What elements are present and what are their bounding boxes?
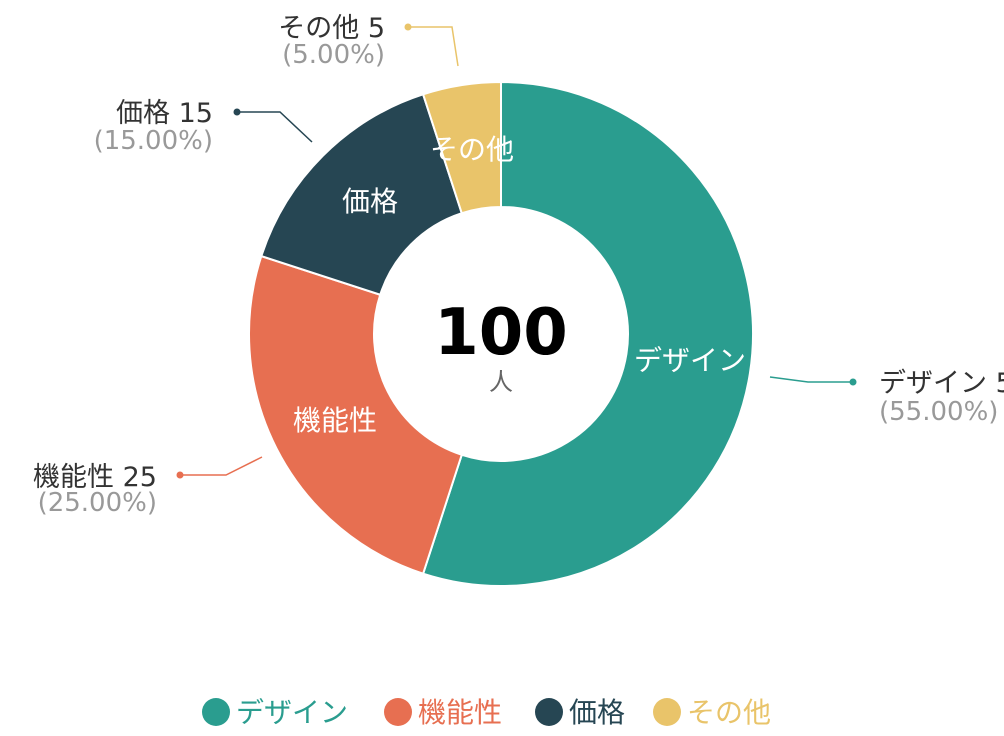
slice-1: [248, 254, 464, 575]
legend-label-2[interactable]: 価格: [569, 696, 625, 729]
center-group: 100 人: [434, 296, 568, 396]
external-labels-group: デザイン 55(55.00%) 機能性 25(25.00%) 価格 15(15.00…: [33, 13, 1004, 518]
legend-marker-1: [384, 698, 412, 726]
legend-marker-0: [202, 698, 230, 726]
external-percent-2: (15.00%): [94, 126, 213, 156]
slice-0: [421, 80, 755, 587]
external-label-3: その他 5: [278, 13, 385, 44]
legend: デザイン 機能性 価格 その他: [202, 696, 771, 729]
legend-label-3[interactable]: その他: [687, 696, 771, 729]
leader-dot-2: [233, 108, 241, 116]
legend-marker-2: [535, 698, 563, 726]
slices-group: [248, 80, 755, 587]
leader-line-1: [180, 456, 263, 476]
slice-label-3: その他: [430, 133, 514, 166]
center-total: 100: [434, 296, 568, 370]
legend-marker-3: [653, 698, 681, 726]
external-percent-0: (55.00%): [879, 397, 998, 427]
slice-label-1: 機能性: [293, 404, 377, 437]
leader-line-2: [237, 111, 313, 143]
legend-label-1[interactable]: 機能性: [418, 696, 502, 729]
slice-3: [421, 80, 502, 215]
slice-2: [260, 93, 464, 297]
external-label-2: 価格 15: [116, 98, 213, 129]
center-unit: 人: [489, 368, 513, 396]
legend-label-0[interactable]: デザイン: [236, 696, 348, 729]
leader-line-0: [769, 376, 853, 383]
leader-dot-0: [849, 378, 857, 386]
slice-label-2: 価格: [342, 185, 398, 218]
external-label-1: 機能性 25: [33, 462, 157, 493]
external-percent-3: (5.00%): [282, 40, 385, 70]
external-label-0: デザイン 55: [879, 368, 1004, 399]
external-percent-1: (25.00%): [38, 488, 157, 518]
leader-dot-1: [176, 471, 184, 479]
leader-line-3: [408, 26, 459, 67]
leader-dot-3: [404, 23, 412, 31]
slice-label-0: デザイン: [634, 344, 746, 377]
